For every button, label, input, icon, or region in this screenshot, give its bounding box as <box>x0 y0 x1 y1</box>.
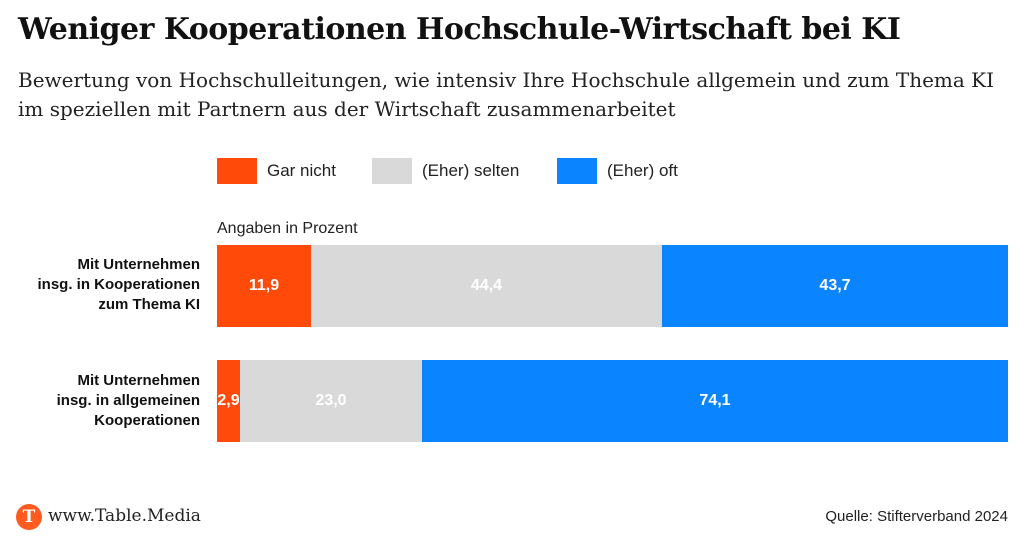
legend-swatch-gar-nicht <box>217 158 257 184</box>
legend-label-eher-oft: (Eher) oft <box>607 161 678 180</box>
row-label-line: zum Thema KI <box>98 296 200 313</box>
bar-segment-eher-selten <box>311 245 662 327</box>
bar-segment-eher-selten <box>240 360 422 442</box>
chart-title: Weniger Kooperationen Hochschule-Wirtsch… <box>18 12 901 47</box>
row-label-line: Mit Unternehmen <box>77 256 200 273</box>
data-label-gar-nicht: 11,9 <box>248 277 280 294</box>
data-label-eher-selten: 23,0 <box>315 392 347 409</box>
legend-swatch-eher-selten <box>372 158 412 184</box>
row-label-allgemein: Mit Unternehmen insg. in allgemeinen Koo… <box>20 371 200 431</box>
bar-track-ki: 11,9 44,4 43,7 <box>217 245 1008 327</box>
row-label-ki: Mit Unternehmen insg. in Kooperationen z… <box>20 255 200 315</box>
row-label-line: insg. in allgemeinen <box>56 392 200 409</box>
data-label-eher-oft: 74,1 <box>699 392 731 409</box>
data-label-eher-oft: 43,7 <box>819 277 851 294</box>
bar-segment-gar-nicht <box>217 360 240 442</box>
bar-segment-eher-oft <box>662 245 1008 327</box>
site-url: www.Table.Media <box>48 506 201 526</box>
row-label-line: Mit Unternehmen <box>77 372 200 389</box>
legend-label-gar-nicht: Gar nicht <box>267 161 336 180</box>
table-media-logo: T <box>16 504 42 530</box>
source-note: Quelle: Stifterverband 2024 <box>825 508 1008 525</box>
row-label-line: insg. in Kooperationen <box>37 276 200 293</box>
legend-label-eher-selten: (Eher) selten <box>422 161 520 180</box>
bar-segment-eher-oft <box>422 360 1008 442</box>
unit-note: Angaben in Prozent <box>217 220 358 237</box>
data-label-gar-nicht: 2,9 <box>217 392 240 409</box>
chart-subtitle: Bewertung von Hochschulleitungen, wie in… <box>18 68 995 121</box>
row-label-line: Kooperationen <box>94 412 200 429</box>
bar-segment-gar-nicht <box>217 245 311 327</box>
bar-track-allgemein: 2,9 23,0 74,1 <box>217 360 1008 442</box>
legend-swatch-eher-oft <box>557 158 597 184</box>
data-label-eher-selten: 44,4 <box>470 277 503 294</box>
